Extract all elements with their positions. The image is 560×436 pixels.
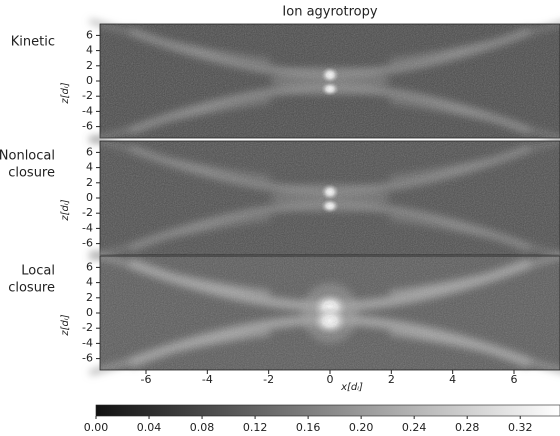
colorbar-tick-label: 0.12 <box>243 421 268 434</box>
y-tick-label: 0 <box>86 191 93 204</box>
y-tick-label: 0 <box>86 74 93 87</box>
y-axis-label: z[dᵢ] <box>60 82 71 104</box>
y-tick-label: -6 <box>82 352 93 365</box>
y-tick-label: -6 <box>82 120 93 133</box>
x-axis-label: x[dᵢ] <box>340 382 363 393</box>
y-tick-label: -4 <box>82 221 93 234</box>
x-tick-label: -4 <box>202 373 213 386</box>
y-tick-label: -2 <box>82 321 93 334</box>
x-tick-label: -6 <box>141 373 152 386</box>
x-tick-label: 2 <box>388 373 395 386</box>
colorbar-tick-label: 0.04 <box>137 421 162 434</box>
colorbar-tick-label: 0.32 <box>508 421 533 434</box>
y-tick-label: 2 <box>86 291 93 304</box>
colorbar-tick-label: 0.00 <box>84 421 109 434</box>
x-tick-label: -2 <box>263 373 274 386</box>
colorbar-tick-label: 0.16 <box>296 421 321 434</box>
heatmap-image <box>89 250 560 376</box>
x-tick-label: 4 <box>449 373 456 386</box>
y-tick-label: 4 <box>86 161 93 174</box>
y-axis-label: z[dᵢ] <box>60 199 71 221</box>
y-tick-label: -6 <box>82 237 93 250</box>
y-tick-label: -2 <box>82 206 93 219</box>
y-tick-label: -4 <box>82 336 93 349</box>
colorbar <box>95 404 560 417</box>
x-tick-label: 6 <box>511 373 518 386</box>
panel-label: closure <box>8 281 55 296</box>
y-tick-label: 6 <box>86 145 93 158</box>
colorbar-tick-label: 0.24 <box>402 421 427 434</box>
chart-title: Ion agyrotropy <box>282 5 377 20</box>
y-axis-label: z[dᵢ] <box>60 314 71 336</box>
y-tick-label: -4 <box>82 104 93 117</box>
colorbar-tick-label: 0.08 <box>190 421 215 434</box>
panel-label: Kinetic <box>11 35 55 50</box>
y-tick-label: 4 <box>86 276 93 289</box>
heatmap-image <box>89 136 560 260</box>
y-tick-label: 6 <box>86 28 93 41</box>
colorbar-tick-label: 0.28 <box>455 421 480 434</box>
y-tick-label: 2 <box>86 176 93 189</box>
colorbar-tick-label: 0.20 <box>349 421 374 434</box>
y-tick-label: 0 <box>86 306 93 319</box>
y-tick-label: 4 <box>86 44 93 57</box>
panel-label: Local <box>21 264 55 279</box>
panel-label: Nonlocal <box>0 149 55 164</box>
heatmap-image <box>89 19 560 143</box>
y-tick-label: 6 <box>86 260 93 273</box>
y-tick-label: -2 <box>82 89 93 102</box>
panel-label: closure <box>8 166 55 181</box>
x-tick-label: 0 <box>327 373 334 386</box>
y-tick-label: 2 <box>86 59 93 72</box>
